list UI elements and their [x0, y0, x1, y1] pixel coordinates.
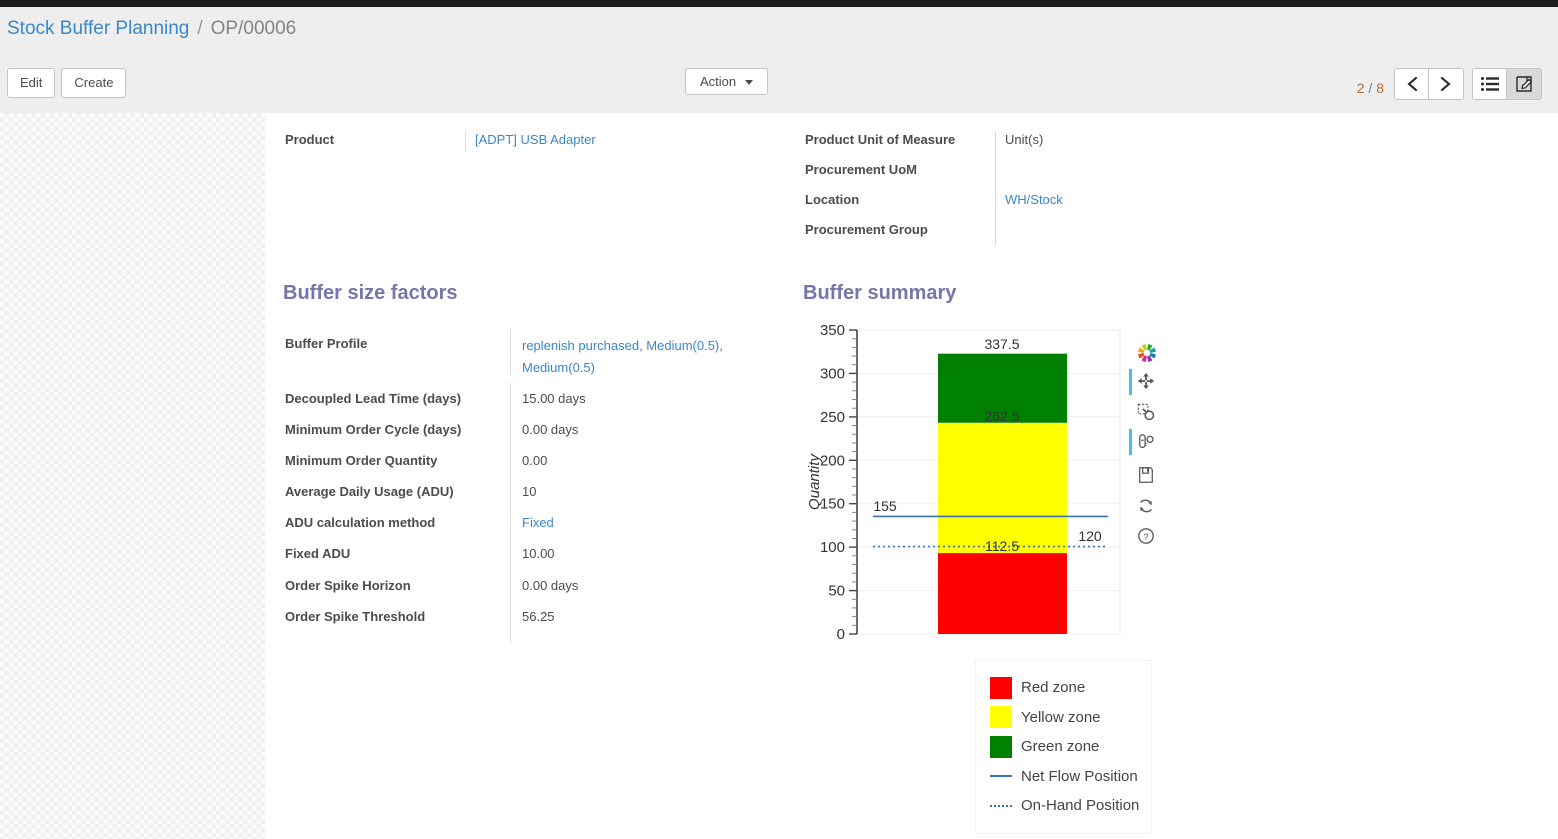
svg-text:?: ?	[1143, 532, 1148, 542]
svg-text:50: 50	[828, 583, 845, 600]
svg-text:337.5: 337.5	[984, 336, 1019, 352]
svg-text:100: 100	[820, 539, 845, 556]
svg-text:200: 200	[820, 452, 845, 469]
svg-text:Quantity: Quantity	[806, 453, 823, 510]
svg-text:112.5: 112.5	[985, 538, 1019, 554]
svg-text:155: 155	[873, 498, 897, 514]
svg-text:350: 350	[820, 322, 845, 339]
svg-text:300: 300	[820, 365, 845, 382]
svg-text:0: 0	[837, 626, 845, 643]
svg-text:262.5: 262.5	[984, 408, 1019, 424]
svg-text:150: 150	[820, 496, 845, 513]
svg-text:120: 120	[1078, 528, 1102, 544]
svg-text:250: 250	[820, 409, 845, 426]
